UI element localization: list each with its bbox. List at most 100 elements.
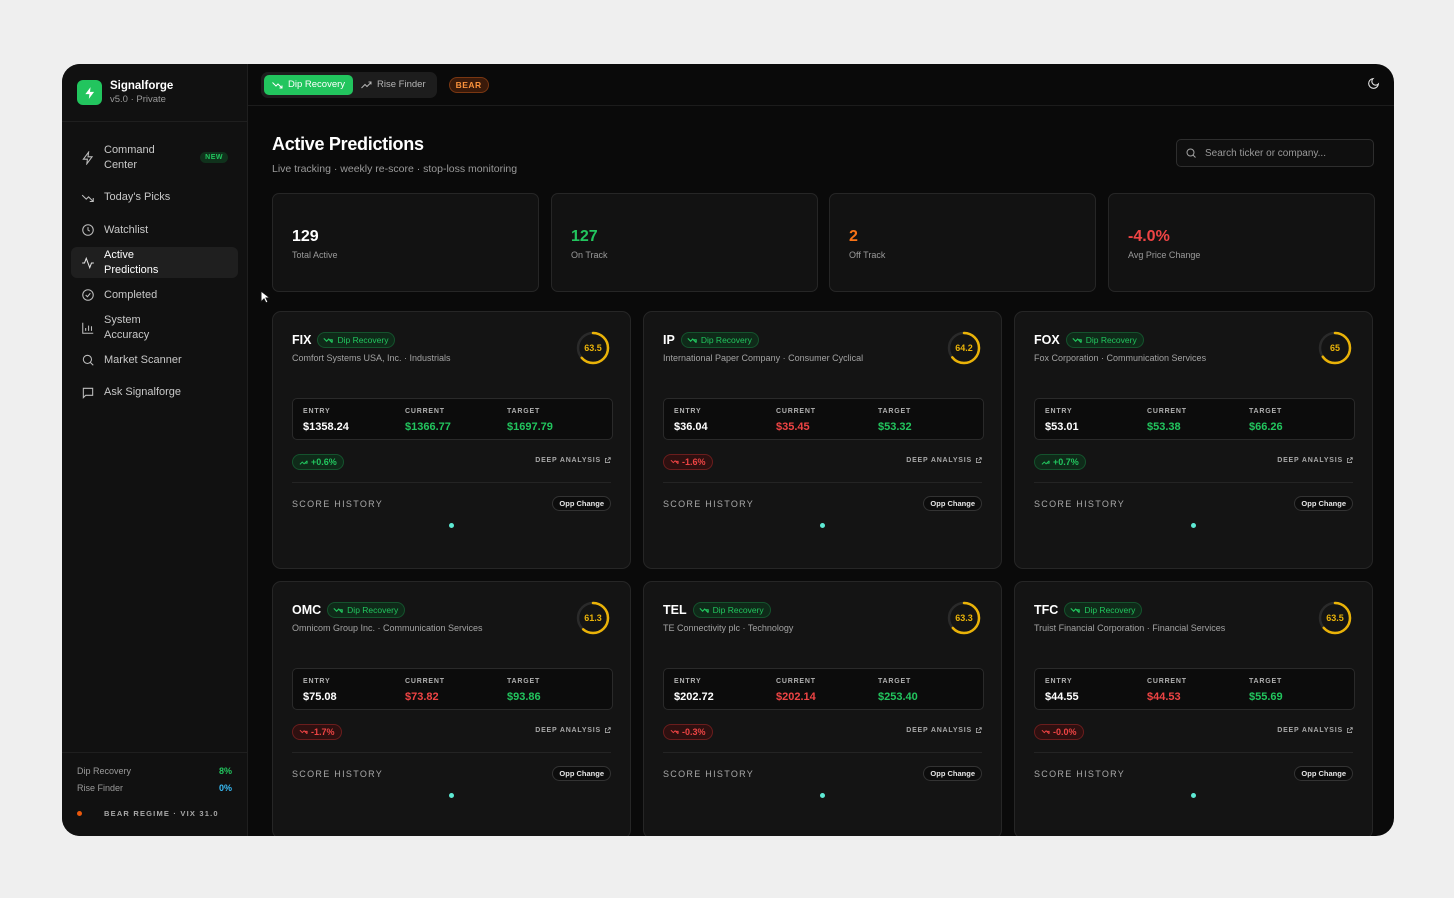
target-price: $253.40 [878, 691, 918, 703]
sidebar-item-label: Today's Picks [104, 191, 171, 203]
sidebar-item-label: Command Center [104, 144, 155, 171]
opp-change-button[interactable]: Opp Change [552, 496, 611, 511]
prediction-card[interactable]: TFC Dip Recovery Truist Financial Corpor… [1014, 581, 1373, 836]
mode-dip-recovery-button[interactable]: Dip Recovery [264, 74, 354, 95]
stat-value: -4.0% [1128, 228, 1170, 245]
external-link-icon [604, 727, 611, 734]
mode-rise-finder-button[interactable]: Rise Finder [353, 75, 434, 95]
prediction-card[interactable]: FIX Dip Recovery Comfort Systems USA, In… [272, 311, 631, 569]
strategy-tag: Dip Recovery [692, 602, 771, 618]
price-change-value: -0.0% [1053, 727, 1077, 737]
price-change-badge: -1.6% [663, 454, 713, 470]
score-history-label: SCORE HISTORY [1034, 499, 1126, 509]
opp-change-button[interactable]: Opp Change [923, 766, 982, 781]
stat-value: 2 [849, 228, 858, 245]
opp-change-button[interactable]: Opp Change [1294, 766, 1353, 781]
entry-price: $53.01 [1045, 421, 1079, 433]
opp-change-button[interactable]: Opp Change [552, 766, 611, 781]
entry-label: ENTRY [303, 408, 331, 415]
moon-icon[interactable] [1367, 77, 1380, 90]
entry-price: $75.08 [303, 691, 337, 703]
search-icon [1186, 148, 1196, 158]
deep-analysis-label: DEEP ANALYSIS [535, 457, 601, 464]
divider [663, 752, 982, 753]
deep-analysis-link[interactable]: DEEP ANALYSIS [535, 457, 611, 464]
score-value: 64.2 [955, 343, 973, 353]
price-change-value: +0.6% [311, 457, 337, 467]
prediction-card[interactable]: FOX Dip Recovery Fox Corporation · Commu… [1014, 311, 1373, 569]
external-link-icon [1346, 727, 1353, 734]
score-value: 63.5 [1326, 613, 1344, 623]
message-icon [81, 386, 95, 400]
bar-chart-icon [81, 321, 95, 335]
entry-price: $202.72 [674, 691, 714, 703]
current-label: CURRENT [405, 408, 445, 415]
sidebar-item-todays-picks[interactable]: Today's Picks [71, 182, 238, 213]
strategy-tag: Dip Recovery [327, 602, 406, 618]
price-panel: ENTRY $1358.24 CURRENT $1366.77 TARGET $… [292, 398, 613, 440]
divider [292, 752, 611, 753]
external-link-icon [604, 457, 611, 464]
company-name: Truist Financial Corporation · Financial… [1034, 623, 1226, 633]
current-price: $44.53 [1147, 691, 1181, 703]
sidebar-item-system-accuracy[interactable]: System Accuracy [71, 312, 238, 343]
target-label: TARGET [507, 678, 541, 685]
score-gauge [1318, 331, 1352, 365]
accuracy-row-dip-recovery: Dip Recovery 8% [77, 766, 232, 776]
price-change-value: -1.7% [311, 727, 335, 737]
entry-label: ENTRY [1045, 408, 1073, 415]
entry-price: $36.04 [674, 421, 708, 433]
score-gauge [576, 331, 610, 365]
current-label: CURRENT [776, 408, 816, 415]
mode-label: Rise Finder [377, 79, 426, 90]
sidebar-item-watchlist[interactable]: Watchlist [71, 215, 238, 246]
entry-label: ENTRY [674, 678, 702, 685]
deep-analysis-link[interactable]: DEEP ANALYSIS [1277, 457, 1353, 464]
deep-analysis-link[interactable]: DEEP ANALYSIS [535, 727, 611, 734]
ticker-symbol: OMC [292, 603, 322, 617]
sidebar-item-label: Watchlist [104, 223, 149, 236]
deep-analysis-link[interactable]: DEEP ANALYSIS [906, 457, 982, 464]
sidebar-item-active-predictions[interactable]: Active Predictions [71, 247, 238, 278]
sidebar-item-command-center[interactable]: Command Center NEW [71, 138, 238, 178]
stat-value: 129 [292, 228, 319, 245]
opp-change-button[interactable]: Opp Change [923, 496, 982, 511]
ticker-symbol: TEL [663, 603, 687, 617]
target-price: $1697.79 [507, 421, 553, 433]
target-label: TARGET [1249, 678, 1283, 685]
brand[interactable]: Signalforge v5.0 · Private [62, 64, 247, 122]
new-badge: NEW [200, 152, 228, 163]
deep-analysis-link[interactable]: DEEP ANALYSIS [906, 727, 982, 734]
price-change-badge: +0.7% [1034, 454, 1086, 470]
prediction-card[interactable]: OMC Dip Recovery Omnicom Group Inc. · Co… [272, 581, 631, 836]
score-history-point [1191, 793, 1196, 798]
prediction-card[interactable]: TEL Dip Recovery TE Connectivity plc · T… [643, 581, 1002, 836]
stat-card: 127 On Track [551, 193, 818, 292]
current-price: $35.45 [776, 421, 810, 433]
target-price: $55.69 [1249, 691, 1283, 703]
score-history-point [820, 523, 825, 528]
score-history-label: SCORE HISTORY [663, 769, 755, 779]
opp-change-button[interactable]: Opp Change [1294, 496, 1353, 511]
deep-analysis-link[interactable]: DEEP ANALYSIS [1277, 727, 1353, 734]
sidebar-item-label: Market Scanner [104, 353, 182, 366]
divider [1034, 482, 1353, 483]
accuracy-row-rise-finder: Rise Finder 0% [77, 783, 232, 793]
current-label: CURRENT [405, 678, 445, 685]
sidebar: Signalforge v5.0 · Private Command Cente… [62, 64, 248, 836]
external-link-icon [975, 727, 982, 734]
regime-badge: BEAR [448, 76, 489, 93]
sidebar-item-label: Ask Signalforge [104, 386, 182, 398]
sidebar-item-market-scanner[interactable]: Market Scanner [71, 345, 238, 376]
search-input[interactable]: Search ticker or company... [1176, 139, 1374, 167]
deep-analysis-label: DEEP ANALYSIS [906, 727, 972, 734]
score-gauge [576, 601, 610, 635]
sidebar-item-completed[interactable]: Completed [71, 280, 238, 311]
app-window: Signalforge v5.0 · Private Command Cente… [62, 64, 1394, 836]
target-label: TARGET [1249, 408, 1283, 415]
accuracy-label: Dip Recovery [77, 766, 132, 776]
score-gauge [947, 331, 981, 365]
sidebar-item-ask-signalforge[interactable]: Ask Signalforge [71, 377, 238, 408]
prediction-card[interactable]: IP Dip Recovery International Paper Comp… [643, 311, 1002, 569]
score-gauge [1318, 601, 1352, 635]
